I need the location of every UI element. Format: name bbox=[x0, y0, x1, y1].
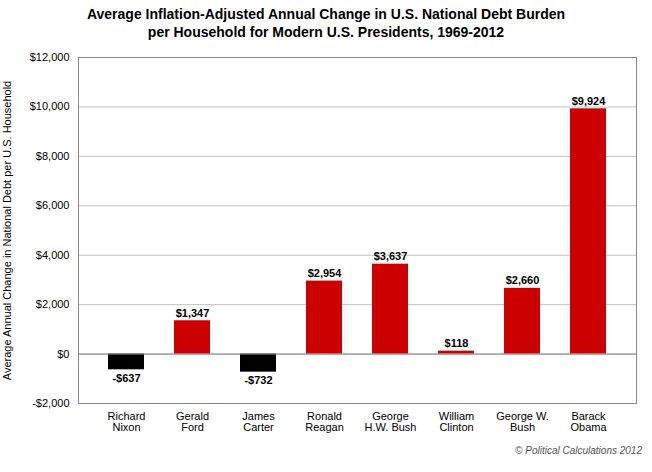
svg-text:-$2,000: -$2,000 bbox=[32, 397, 69, 409]
svg-text:$4,000: $4,000 bbox=[36, 249, 70, 261]
svg-text:$12,000: $12,000 bbox=[30, 51, 70, 63]
svg-text:JamesCarter: JamesCarter bbox=[242, 410, 275, 433]
svg-text:Average Annual Change in Natio: Average Annual Change in National Debt p… bbox=[1, 81, 13, 380]
svg-text:$2,000: $2,000 bbox=[36, 298, 70, 310]
svg-text:$118: $118 bbox=[445, 337, 469, 349]
svg-text:$2,954: $2,954 bbox=[308, 267, 343, 279]
svg-text:George W.Bush: George W.Bush bbox=[496, 410, 549, 433]
svg-text:$9,924: $9,924 bbox=[572, 95, 607, 107]
svg-text:RichardNixon: RichardNixon bbox=[108, 410, 146, 433]
svg-text:$3,637: $3,637 bbox=[374, 250, 408, 262]
svg-text:RonaldReagan: RonaldReagan bbox=[305, 410, 344, 433]
svg-text:GeraldFord: GeraldFord bbox=[176, 410, 209, 433]
svg-text:-$637: -$637 bbox=[112, 372, 140, 384]
svg-text:$0: $0 bbox=[57, 348, 69, 360]
svg-text:$6,000: $6,000 bbox=[36, 199, 70, 211]
svg-text:-$732: -$732 bbox=[244, 374, 272, 386]
svg-text:WilliamClinton: WilliamClinton bbox=[439, 410, 474, 433]
svg-text:GeorgeH.W. Bush: GeorgeH.W. Bush bbox=[365, 410, 417, 433]
svg-text:$1,347: $1,347 bbox=[176, 307, 210, 319]
svg-text:$8,000: $8,000 bbox=[36, 150, 70, 162]
svg-text:$2,660: $2,660 bbox=[506, 274, 540, 286]
html-text:Average Inflation-Adjusted Ann: Average Inflation-Adjusted Annual Change… bbox=[86, 6, 565, 40]
svg-text:$10,000: $10,000 bbox=[30, 100, 70, 112]
html-text:© Political Calculations 2012: © Political Calculations 2012 bbox=[515, 445, 642, 456]
svg-text:BarackObama: BarackObama bbox=[570, 410, 607, 433]
